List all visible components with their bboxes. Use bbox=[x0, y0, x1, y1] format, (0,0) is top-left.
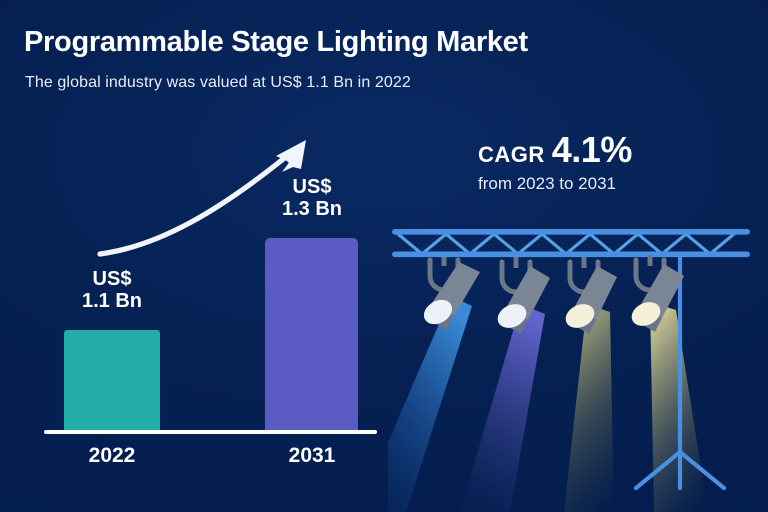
truss-beam bbox=[392, 229, 750, 258]
beam-2 bbox=[460, 304, 545, 512]
cagr-value: 4.1% bbox=[551, 129, 633, 170]
truss-lattice bbox=[396, 231, 736, 257]
bar-2031 bbox=[265, 238, 358, 432]
beam-3 bbox=[564, 304, 614, 512]
chart-baseline bbox=[44, 430, 377, 434]
page-title: Programmable Stage Lighting Market bbox=[24, 26, 528, 58]
spotlight-fixture-4 bbox=[631, 255, 684, 332]
truss-bottom-rail bbox=[392, 251, 750, 258]
bar-value-2022: US$ 1.1 Bn bbox=[81, 268, 143, 313]
bar-value-2031: US$ 1.3 Bn bbox=[281, 176, 343, 221]
light-beams bbox=[388, 296, 708, 512]
spotlight-fixture-1 bbox=[423, 257, 480, 330]
cagr-block: CAGR 4.1% from 2023 to 2031 bbox=[478, 132, 698, 194]
growth-arrow-icon bbox=[97, 140, 306, 257]
spotlight-fixture-2 bbox=[497, 257, 550, 334]
cagr-label: CAGR bbox=[478, 142, 545, 167]
cagr-period: from 2023 to 2031 bbox=[478, 174, 616, 193]
truss-stand bbox=[633, 251, 727, 491]
bar-label-2031: 2031 bbox=[288, 444, 336, 467]
page-subtitle: The global industry was valued at US$ 1.… bbox=[25, 74, 411, 91]
bar-2022 bbox=[64, 330, 160, 432]
cagr-headline: CAGR 4.1% bbox=[478, 132, 698, 168]
spotlight-fixture-3 bbox=[565, 257, 617, 334]
truss-top-rail bbox=[392, 229, 750, 235]
stage-lighting-illustration bbox=[388, 229, 750, 512]
bar-chart: US$ 1.1 Bn US$ 1.3 Bn 2022 2031 bbox=[44, 140, 377, 467]
bar-label-2022: 2022 bbox=[88, 444, 136, 467]
beam-1 bbox=[388, 296, 472, 512]
